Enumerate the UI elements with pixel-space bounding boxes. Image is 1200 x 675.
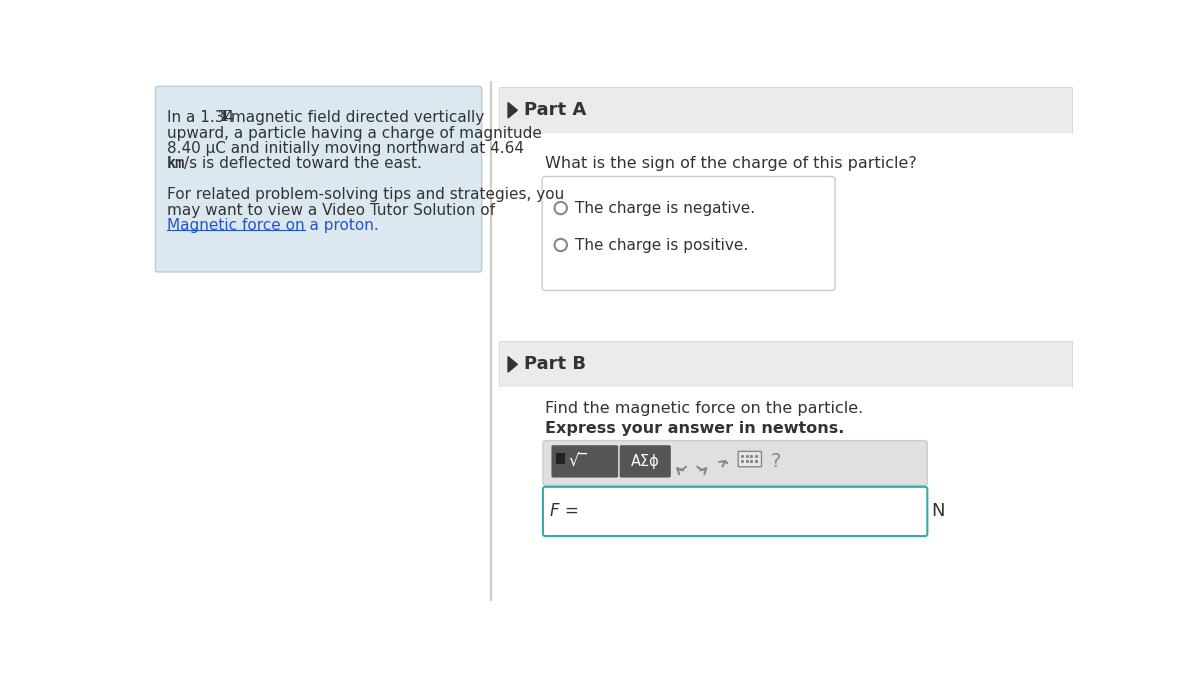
Text: km: km [167,157,185,171]
Bar [499,342,1073,387]
Text: Express your answer in newtons.: Express your answer in newtons. [545,421,845,436]
Text: may want to view a Video Tutor Solution of: may want to view a Video Tutor Solution … [167,202,496,217]
FancyBboxPatch shape [542,487,928,536]
Text: √‾: √‾ [569,452,588,470]
FancyBboxPatch shape [738,452,762,467]
Bar [499,87,1073,134]
Text: Part A: Part A [523,101,586,119]
Text: Find the magnetic force on the particle.: Find the magnetic force on the particle. [545,400,864,416]
Text: AΣϕ: AΣϕ [631,454,660,469]
Text: F =: F = [550,502,578,520]
Text: upward, a particle having a charge of magnitude: upward, a particle having a charge of ma… [167,126,542,140]
Text: Magnetic force on a proton.: Magnetic force on a proton. [167,218,379,233]
Text: The charge is positive.: The charge is positive. [575,238,748,252]
Text: In a 1.34: In a 1.34 [167,110,239,126]
Bar [499,134,1073,338]
Bar [499,387,1073,601]
FancyBboxPatch shape [619,446,671,477]
FancyBboxPatch shape [556,453,565,464]
FancyBboxPatch shape [542,176,835,290]
FancyBboxPatch shape [542,441,928,485]
Text: /s is deflected toward the east.: /s is deflected toward the east. [184,157,422,171]
Polygon shape [508,103,517,118]
Text: The charge is negative.: The charge is negative. [575,200,755,215]
Polygon shape [508,356,517,372]
Text: T: T [218,110,230,124]
Text: ?: ? [772,452,781,471]
Text: For related problem-solving tips and strategies, you: For related problem-solving tips and str… [167,187,564,202]
Text: N: N [931,502,944,520]
Text: 8.40 μC and initially moving northward at 4.64: 8.40 μC and initially moving northward a… [167,141,524,156]
FancyBboxPatch shape [552,446,618,477]
Text: What is the sign of the charge of this particle?: What is the sign of the charge of this p… [545,157,917,171]
Text: magnetic field directed vertically: magnetic field directed vertically [226,110,485,126]
Text: Part B: Part B [523,355,586,373]
FancyBboxPatch shape [156,86,481,272]
